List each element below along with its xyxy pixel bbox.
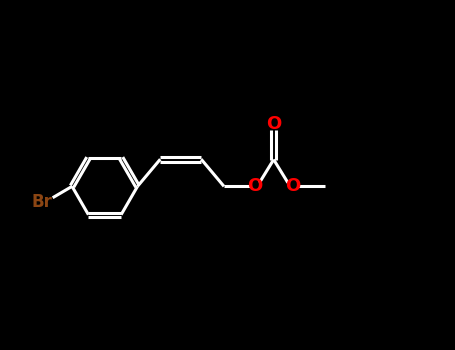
Text: O: O	[247, 177, 263, 195]
Text: Br: Br	[32, 193, 53, 211]
Text: O: O	[266, 115, 281, 133]
Text: O: O	[285, 177, 300, 195]
